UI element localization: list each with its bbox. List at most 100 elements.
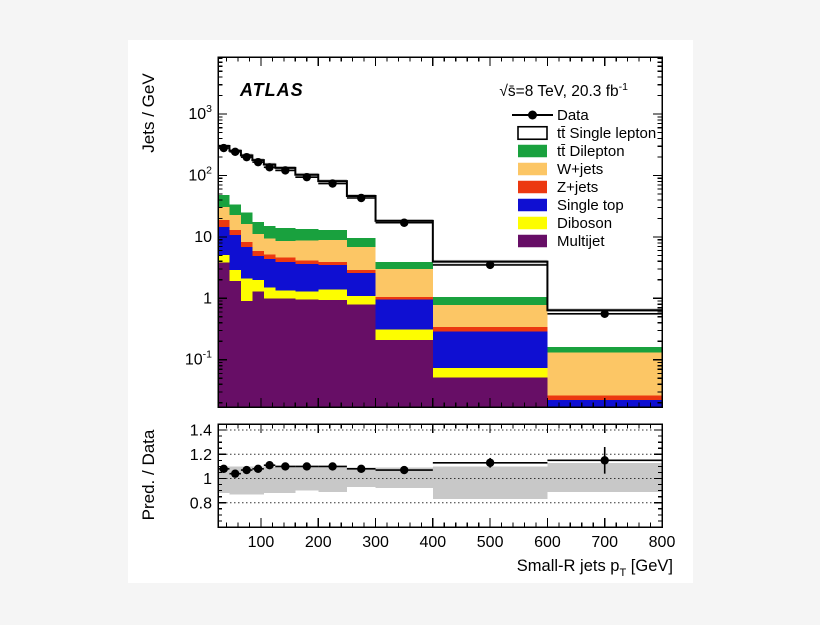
stack-segment-z-jets — [218, 219, 230, 227]
stack-segment-diboson — [252, 279, 264, 292]
stack-segment-single-top — [375, 299, 433, 330]
stack-segment-single-top — [346, 272, 376, 296]
ratio-band-bin — [275, 466, 296, 494]
data-point — [600, 309, 609, 318]
stack-segment-single-top — [240, 246, 253, 279]
ratio-axis-title: Pred. / Data — [139, 429, 158, 520]
ratio-band-bin — [263, 466, 276, 494]
ratio-tick-label: 1 — [203, 471, 212, 488]
data-points-main — [218, 143, 662, 318]
x-tick-label: 800 — [649, 534, 676, 551]
data-point — [357, 193, 366, 203]
stack-segment-w-jets — [547, 352, 662, 396]
stack-segment-tt--dilepton — [275, 227, 296, 242]
ratio-band-bin — [346, 467, 376, 488]
stack-segment-multijet — [346, 304, 376, 407]
stack-segment-single-top — [263, 258, 276, 288]
stack-segment-tt--single-lepton — [263, 164, 276, 227]
stack-segment-z-jets — [275, 257, 296, 263]
stack-segment-tt--single-lepton — [252, 160, 264, 222]
stack-segment-multijet — [295, 299, 319, 407]
stack-segment-tt--single-lepton — [375, 220, 433, 263]
data-point — [253, 157, 263, 167]
y-tick-label: 103 — [188, 103, 212, 123]
ratio-tick-label: 1.4 — [190, 423, 212, 440]
legend-label: tt̄ Single lepton — [557, 125, 656, 142]
ratio-point — [328, 462, 337, 471]
ratio-point — [281, 462, 290, 471]
legend-label: Multijet — [557, 233, 605, 250]
data-point — [399, 218, 409, 227]
x-tick-label: 500 — [477, 534, 504, 551]
stack-segment-single-top — [218, 226, 230, 255]
legend-label: Single top — [557, 197, 624, 214]
stack-segment-tt--single-lepton — [275, 167, 296, 228]
data-point — [242, 152, 251, 162]
stack-segment-multijet — [375, 339, 433, 407]
stack-segment-z-jets — [240, 241, 253, 247]
stack-segment-diboson — [240, 278, 253, 302]
stack-segment-w-jets — [432, 304, 548, 328]
legend-label: Diboson — [557, 215, 612, 232]
stack-segment-z-jets — [375, 297, 433, 300]
total-prediction-line — [218, 145, 662, 312]
stack-segment-tt--dilepton — [252, 221, 264, 234]
data-point — [219, 143, 228, 153]
experiment-label: ATLAS — [239, 80, 304, 100]
stack-segment-z-jets — [318, 262, 347, 265]
stack-segment-tt--dilepton — [547, 347, 662, 353]
stack-segment-diboson — [318, 289, 347, 300]
legend-swatch — [518, 216, 547, 230]
stack-segment-multijet — [275, 298, 296, 407]
stack-segment-multijet — [229, 281, 241, 407]
ratio-point — [600, 456, 609, 465]
stack-segment-z-jets — [229, 229, 241, 235]
stack-segment-tt--single-lepton — [218, 146, 230, 196]
annotations: ATLAS √s̄=8 TeV, 20.3 fb-1 — [239, 80, 628, 100]
ratio-tick-label: 1.2 — [190, 447, 212, 464]
stack-segment-w-jets — [275, 241, 296, 258]
data-point — [230, 147, 240, 157]
stack-segment-single-top — [229, 234, 241, 270]
stack-segment-single-top — [432, 331, 548, 368]
legend-data-marker — [528, 110, 537, 120]
stack-segment-z-jets — [252, 250, 264, 256]
y-axis-title: Jets / GeV — [139, 73, 158, 153]
stack-segment-tt--dilepton — [229, 204, 241, 215]
stack-segment-w-jets — [252, 233, 264, 251]
stack-segment-tt--dilepton — [295, 228, 319, 241]
legend-swatch — [517, 125, 548, 141]
legend-label: tt̄ Dilepton — [557, 143, 625, 160]
atlas-jets-pt-chart: 100 200 300 400 500 600 700 800 Small-R jets pT … — [139, 56, 675, 579]
main-stacked-histogram — [218, 146, 662, 407]
stack-segment-multijet — [240, 301, 253, 407]
stack-segment-w-jets — [346, 246, 376, 270]
axis-labels: 100 200 300 400 500 600 700 800 Small-R jets pT … — [139, 73, 675, 579]
ratio-point — [265, 461, 274, 470]
stack-segment-w-jets — [375, 269, 433, 298]
stack-segment-tt--single-lepton — [240, 155, 253, 213]
ratio-point — [230, 469, 240, 478]
stack-segment-diboson — [295, 291, 319, 300]
ratio-band-bin — [252, 466, 264, 495]
data-point — [265, 163, 274, 172]
stack-segment-multijet — [318, 299, 347, 407]
x-tick-label: 200 — [305, 534, 332, 551]
stack-segment-diboson — [275, 290, 296, 299]
data-point — [485, 260, 495, 270]
stack-segment-tt--single-lepton — [295, 174, 319, 229]
ratio-point — [399, 465, 409, 475]
total-prediction-step — [218, 145, 662, 312]
stack-segment-w-jets — [218, 206, 230, 220]
y-tick-label: 10-1 — [185, 349, 212, 369]
legend-label: W+jets — [557, 161, 603, 178]
stack-segment-w-jets — [240, 223, 253, 242]
stack-segment-z-jets — [547, 395, 662, 401]
ratio-point — [485, 458, 495, 467]
stack-segment-single-top — [252, 255, 264, 280]
ratio-point — [242, 465, 251, 475]
stack-segment-diboson — [263, 287, 276, 299]
stack-segment-z-jets — [263, 254, 276, 259]
